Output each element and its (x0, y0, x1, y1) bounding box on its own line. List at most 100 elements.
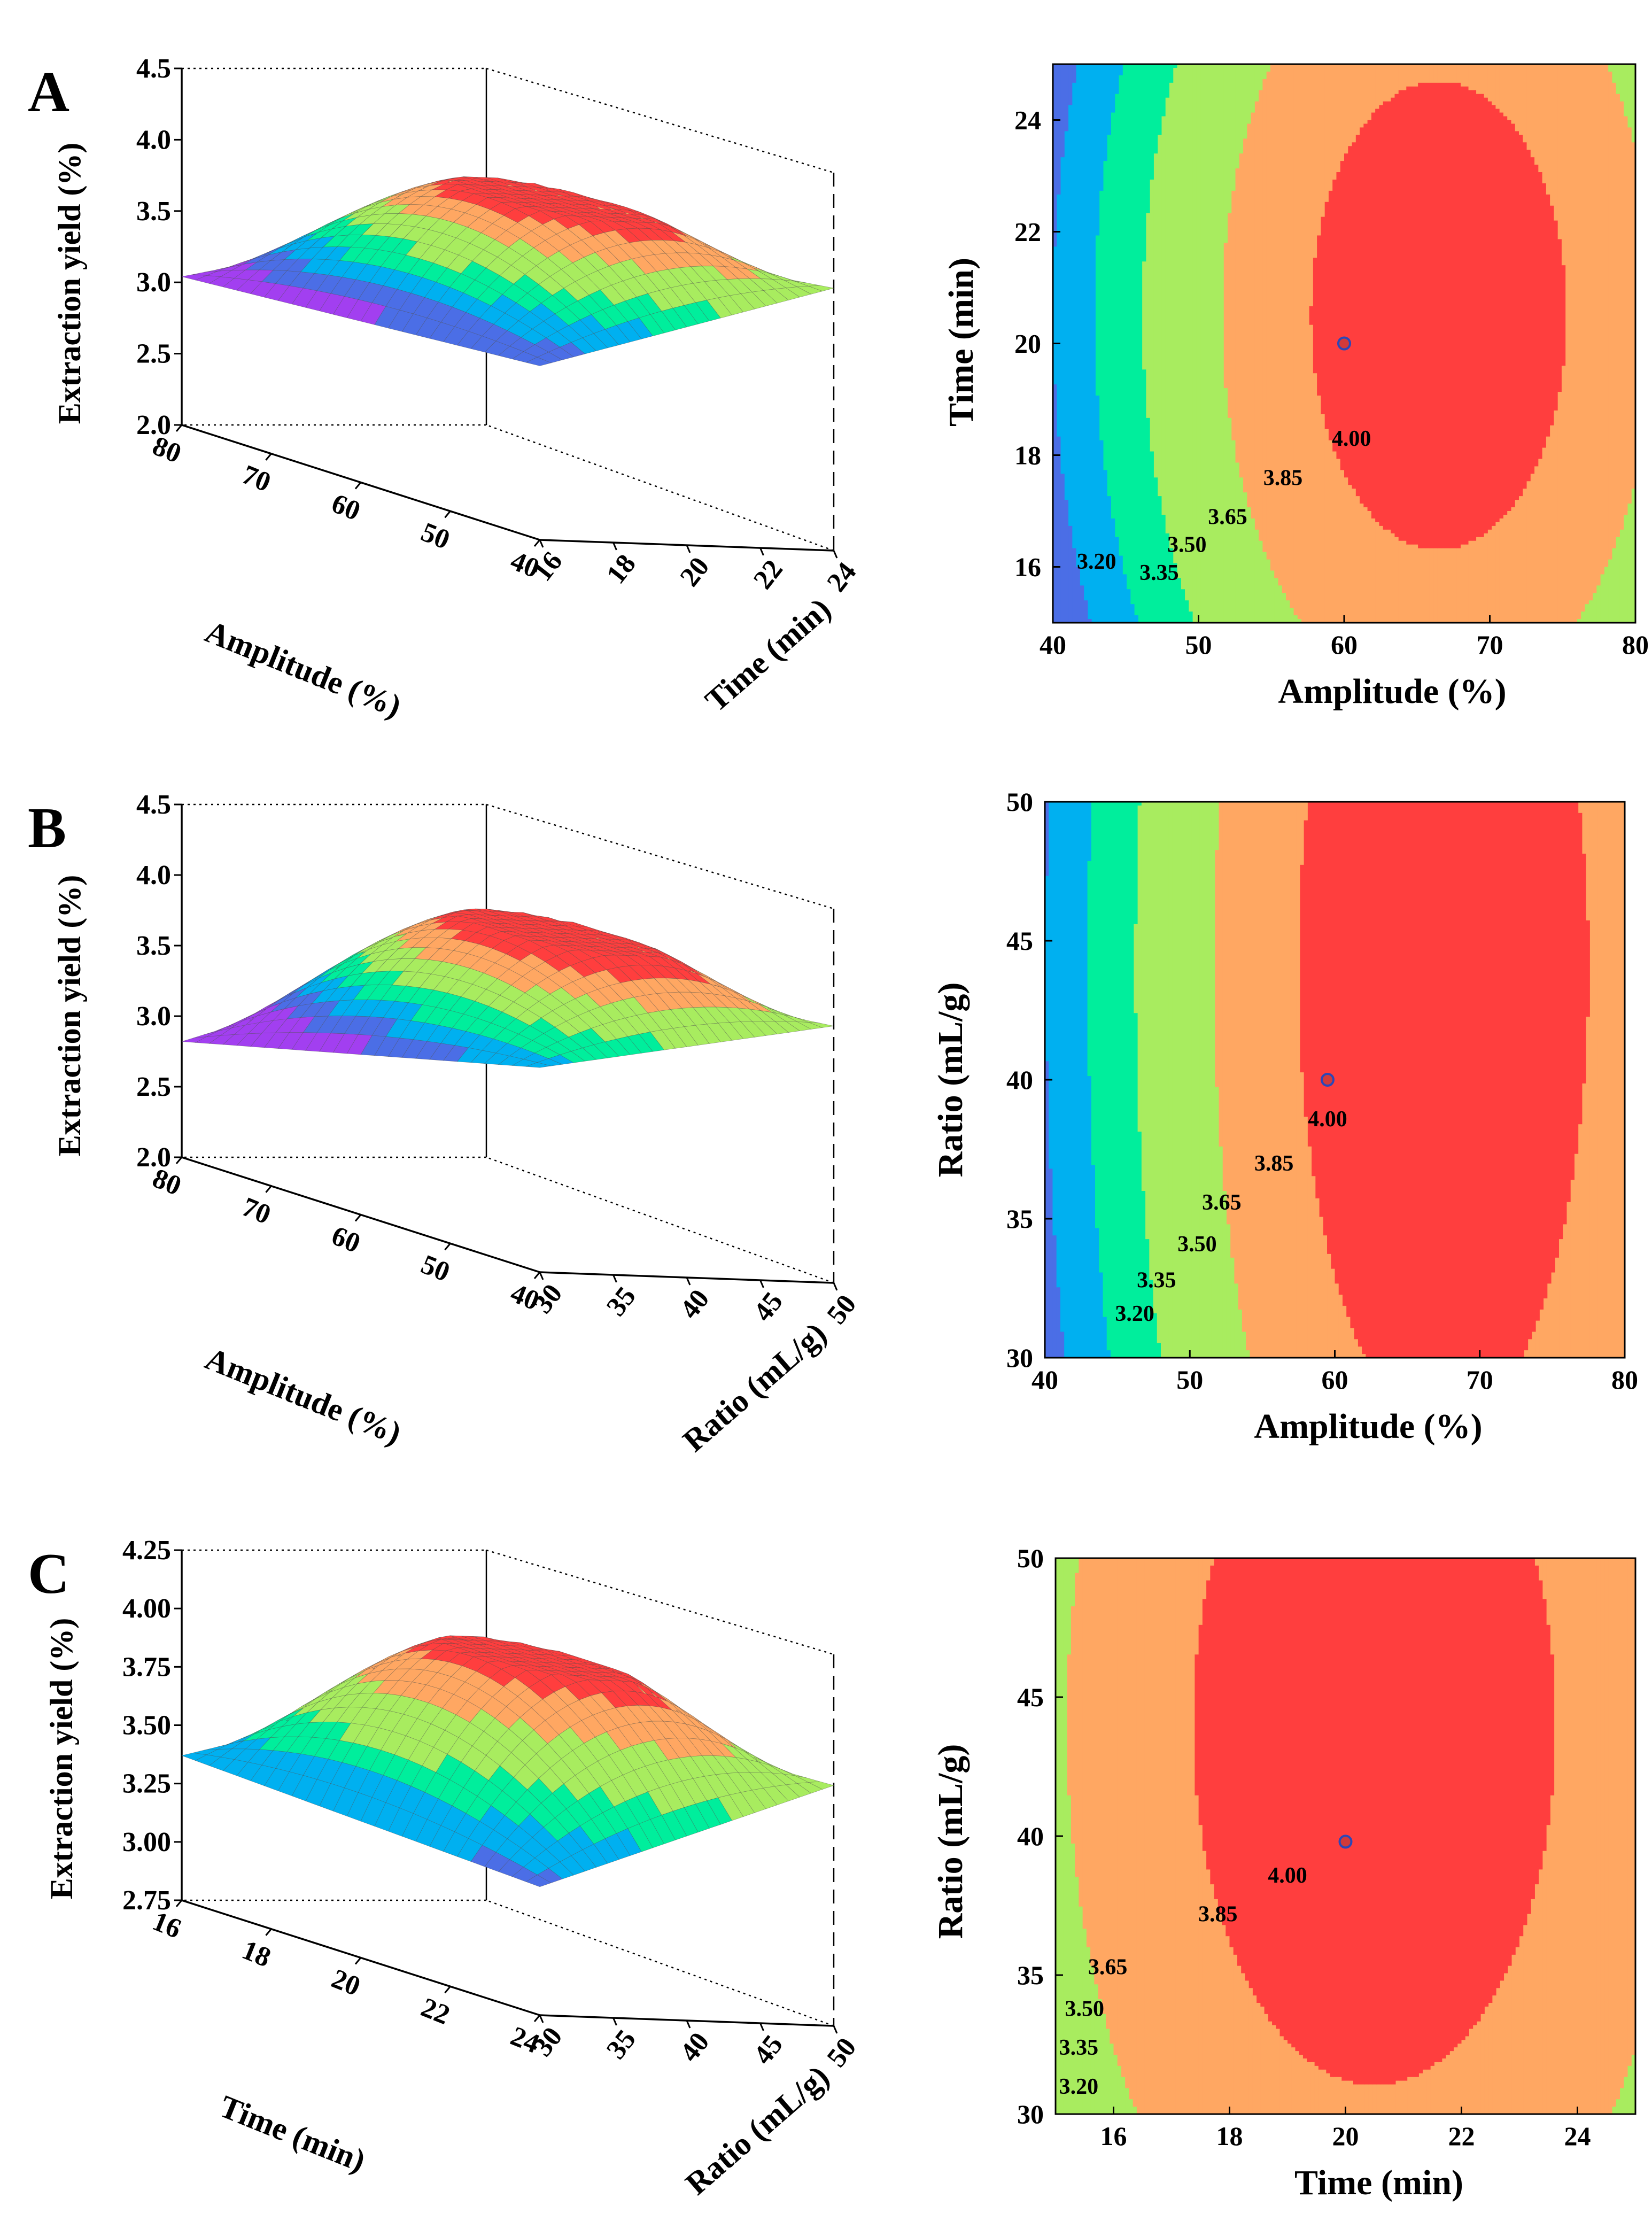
contour-band-cell (1511, 1558, 1516, 1955)
contour-band-cell (1217, 1914, 1222, 2114)
contour-band-cell (1430, 1558, 1435, 2067)
contour-band-cell (1593, 1558, 1597, 2114)
contour-fill (1053, 64, 1635, 623)
contour-band-cell (1338, 802, 1343, 1295)
contour-band-cell (1215, 850, 1220, 1088)
contour-band-cell (1394, 64, 1399, 95)
y-tick-mark (539, 2015, 544, 2023)
contour-band-cell (1348, 146, 1353, 485)
x-tick-mark (175, 424, 183, 432)
contour-band-cell (1064, 131, 1069, 500)
contour-band-cell (1458, 802, 1463, 1358)
contour-band-cell (1222, 1925, 1226, 2114)
contour-band-cell (1539, 802, 1544, 1310)
contour-band-cell (1544, 802, 1548, 1299)
contour-band-cell (1488, 1558, 1493, 2003)
contour-band-cell (1551, 802, 1556, 1273)
contour-band-cell (1596, 64, 1601, 586)
contour-band-cell (1509, 802, 1513, 1358)
contour-band-cell (1554, 64, 1558, 221)
contour-band-cell (1153, 477, 1158, 623)
contour-band-cell (1464, 544, 1469, 623)
contour-band-cell (1480, 64, 1485, 95)
contour-band-cell (1206, 1869, 1211, 2114)
contour-band-cell (1111, 518, 1115, 623)
contour-band-cell (1233, 1558, 1238, 1955)
contour-band-cell (1189, 612, 1193, 623)
contour-band-cell (1222, 802, 1227, 1191)
contour-band-cell (1504, 802, 1509, 1358)
contour-band-cell (1532, 1332, 1537, 1358)
contour-band-cell (1057, 194, 1061, 437)
contour-band-cell (1260, 1558, 1265, 2007)
x-tick-label: 60 (327, 488, 364, 527)
contour-band-cell (1473, 1558, 1478, 2026)
contour-band-cell (1570, 1180, 1575, 1358)
x-tick-label: 20 (327, 1963, 364, 2002)
contour-band-cell (1119, 555, 1123, 623)
contour-band-cell (1589, 802, 1594, 1358)
contour-band-cell (1272, 1558, 1276, 2026)
contour-band-cell (1408, 802, 1413, 1358)
contour-band-cell (1107, 64, 1112, 135)
y-tick-label: 22 (748, 554, 789, 595)
contour-band-cell (1115, 537, 1120, 623)
contour-band-cell (1248, 1558, 1253, 1988)
contour-band-cell (1392, 2084, 1397, 2114)
contour-band-cell (1600, 64, 1605, 575)
contour-band-cell (1238, 1309, 1243, 1358)
contour-band-cell (1559, 802, 1563, 1240)
contour-band-cell (1222, 1191, 1227, 1358)
contour-band-cell (1523, 64, 1527, 143)
contour-band-cell (1060, 64, 1065, 158)
x-tick-label: 80 (1622, 630, 1649, 660)
contour-band-cell (1371, 64, 1376, 113)
contour-band-cell (1126, 802, 1130, 1358)
contour-band-cell (1406, 86, 1411, 545)
contour-band-cell (1355, 135, 1360, 497)
contour-band-cell (1534, 466, 1539, 623)
contour-band-cell (1172, 802, 1177, 1358)
contour-band-cell (1511, 64, 1516, 125)
contour-band-cell (1544, 1298, 1548, 1358)
contour-band-cell (1137, 802, 1142, 806)
contour-band-cell (1555, 802, 1560, 1258)
contour-band-cell (1272, 2025, 1276, 2114)
contour-band-cell (1095, 235, 1100, 396)
contour-band-cell (1223, 64, 1228, 243)
contour-band-cell (1064, 64, 1069, 131)
contour-band-cell (1335, 1283, 1339, 1358)
contour-band-cell (1103, 1317, 1107, 1358)
contour-band-cell (1219, 1146, 1223, 1358)
contour-band-cell (1102, 1558, 1106, 2015)
contour-band-cell (1349, 1558, 1354, 2081)
contour-band-cell (1057, 436, 1061, 623)
contour-band-cell (1570, 1558, 1574, 2114)
contour-band-cell (1519, 496, 1523, 623)
contour-band-cell (1503, 514, 1508, 623)
contour-level-label: 3.65 (1088, 1955, 1128, 1979)
contour-band-cell (1324, 429, 1329, 623)
contour-band-cell (1578, 802, 1583, 814)
contour-band-cell (1500, 1980, 1504, 2114)
contour-band-cell (1185, 64, 1189, 601)
contour-band-cell (1082, 1929, 1087, 2114)
contour-band-cell (1169, 548, 1174, 623)
contour-band-cell (1554, 220, 1558, 411)
contour-band-cell (1259, 540, 1263, 623)
z-tick-label: 3.00 (122, 1827, 171, 1858)
contour-band-cell (1418, 2073, 1423, 2114)
contour-band-cell (1507, 64, 1512, 121)
contour-band-cell (1515, 1558, 1520, 1948)
contour-band-cell (1336, 459, 1341, 623)
contour-band-cell (1511, 123, 1516, 508)
contour-band-cell (1429, 548, 1434, 623)
contour-band-cell (1088, 619, 1092, 623)
contour-band-cell (1570, 802, 1575, 1180)
contour-band-cell (1169, 64, 1174, 83)
contour-band-cell (1288, 1558, 1292, 2044)
contour-band-cell (1068, 105, 1073, 527)
contour-band-cell (1574, 1154, 1579, 1358)
contour-band-cell (1247, 64, 1252, 125)
